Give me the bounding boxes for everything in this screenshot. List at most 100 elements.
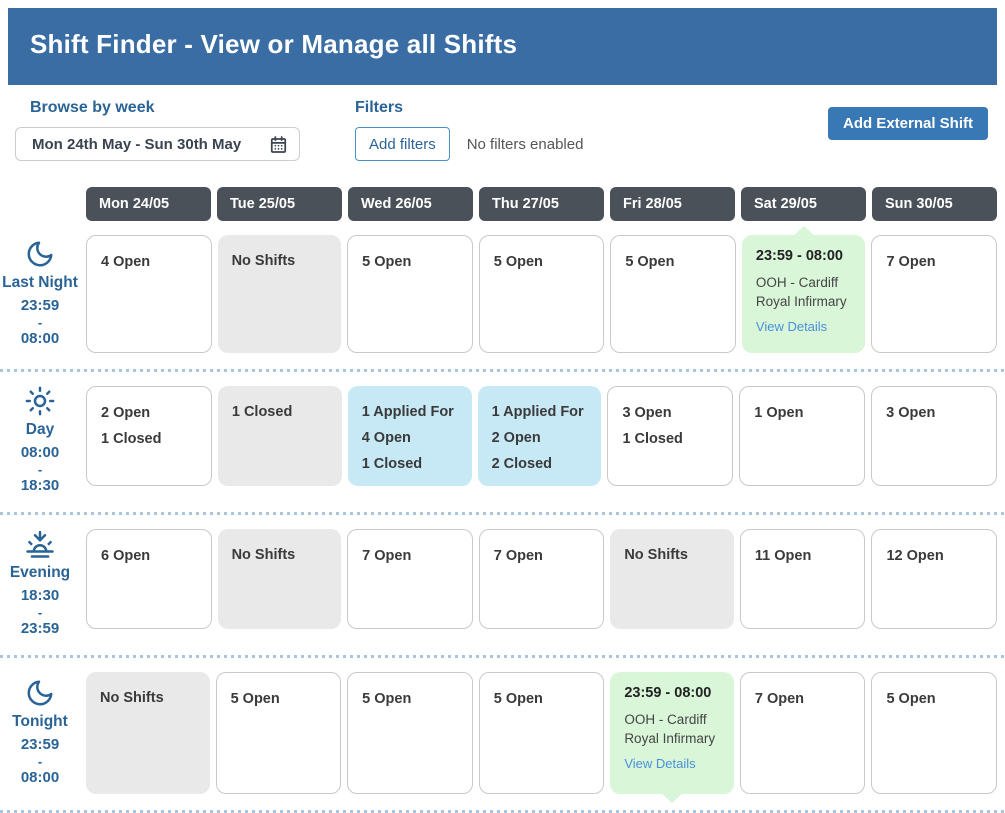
shift-count-line: 12 Open <box>886 548 944 564</box>
shift-cell-open[interactable]: 1 Open <box>739 386 866 486</box>
row-divider <box>0 369 1005 372</box>
row-time-separator: - <box>37 315 43 330</box>
shift-row-day: Day 08:00-18:30 2 Open 1 Closed 1 Closed 1 Ap… <box>0 386 1005 496</box>
shift-count-line: 1 Closed <box>361 456 423 472</box>
row-time-separator: - <box>37 462 43 477</box>
day-header-thu-27-05: Thu 27/05 <box>479 187 604 221</box>
add-external-shift-button[interactable]: Add External Shift <box>827 107 988 140</box>
row-end-time: 18:30 <box>20 477 60 494</box>
moon-icon <box>27 241 53 267</box>
shift-cell-open[interactable]: 7 Open <box>347 529 473 629</box>
shift-location: OOH - Cardiff Royal Infirmary <box>755 275 847 309</box>
row-start-time: 08:00 <box>20 444 60 461</box>
calendar-icon[interactable] <box>269 135 288 154</box>
row-end-time: 23:59 <box>20 620 60 637</box>
week-picker-input[interactable]: Mon 24th May - Sun 30th May <box>15 127 300 161</box>
shift-count-line: 3 Open <box>886 405 936 421</box>
row-time-separator: - <box>37 754 43 769</box>
shift-cell-open[interactable]: 5 Open <box>347 235 473 353</box>
page-title: Shift Finder - View or Manage all Shifts <box>30 29 518 59</box>
shift-count-line: 7 Open <box>362 548 412 564</box>
shift-cell-open[interactable]: 5 Open <box>610 235 736 353</box>
shift-location: OOH - Cardiff Royal Infirmary <box>624 712 716 746</box>
row-start-time: 18:30 <box>20 587 60 604</box>
toolbar: Browse by week Mon 24th May - Sun 30th M… <box>0 85 1005 173</box>
shift-count-line: 11 Open <box>754 548 812 564</box>
row-title: Day <box>25 421 55 438</box>
shift-cell-open[interactable]: 7 Open <box>739 672 866 794</box>
add-filters-button[interactable]: Add filters <box>355 127 450 161</box>
shift-finder-page: Shift Finder - View or Manage all Shifts… <box>0 8 1005 813</box>
shift-count-line: 2 Closed <box>491 456 553 472</box>
browse-by-week-label: Browse by week <box>30 99 155 116</box>
sun-icon <box>25 386 55 416</box>
shift-cell-open[interactable]: 4 Open <box>86 235 212 353</box>
shift-row-last-night: Last Night 23:59-08:00 4 Open No Shifts 5 Op… <box>0 235 1005 353</box>
shift-count-line: 7 Open <box>886 254 936 270</box>
day-header-spacer <box>0 187 80 221</box>
shift-cell-none: No Shifts <box>217 235 342 353</box>
shift-count-line: 7 Open <box>493 548 543 564</box>
view-details-link[interactable]: View Details <box>624 756 696 771</box>
shift-count-line: 5 Open <box>230 691 280 707</box>
row-divider <box>0 655 1005 658</box>
view-details-link[interactable]: View Details <box>755 319 828 334</box>
shift-count-line: 1 Applied For <box>361 404 454 420</box>
filters-row: Add filters No filters enabled <box>355 127 583 161</box>
row-label-day: Day 08:00-18:30 <box>0 386 80 496</box>
shift-count-line: 1 Closed <box>101 431 162 447</box>
shift-cell-none: No Shifts <box>217 529 342 629</box>
shift-cell-open[interactable]: 5 Open <box>478 672 605 794</box>
shift-cell-open[interactable]: 5 Open <box>871 672 998 794</box>
week-picker-value: Mon 24th May - Sun 30th May <box>32 135 242 153</box>
shift-cell-open[interactable]: 12 Open <box>871 529 998 629</box>
shift-count-line: 5 Open <box>493 254 543 270</box>
shift-cell-applied[interactable]: 1 Applied For 2 Open 2 Closed <box>477 386 602 486</box>
day-header-fri-28-05: Fri 28/05 <box>610 187 735 221</box>
shift-cell-detail[interactable]: 23:59 - 08:00 OOH - Cardiff Royal Infirma… <box>741 235 866 353</box>
shift-grid: Mon 24/05 Tue 25/05 Wed 26/05 Thu 27/05 Fri … <box>0 187 1005 813</box>
shift-cell-detail[interactable]: 23:59 - 08:00 OOH - Cardiff Royal Infirma… <box>610 672 734 794</box>
page-header: Shift Finder - View or Manage all Shifts <box>8 8 997 85</box>
day-header-wed-26-05: Wed 26/05 <box>348 187 473 221</box>
shift-count-line: 1 Closed <box>622 431 683 447</box>
day-header-mon-24-05: Mon 24/05 <box>86 187 211 221</box>
shift-count-line: 5 Open <box>362 691 412 707</box>
shift-time-range: 23:59 - 08:00 <box>624 685 712 701</box>
shift-count-line: 6 Open <box>101 548 151 564</box>
shift-cell-open[interactable]: 5 Open <box>347 672 473 794</box>
row-label-tonight: Tonight 23:59-08:00 <box>0 672 80 794</box>
shift-cell-open[interactable]: 5 Open <box>215 672 342 794</box>
row-start-time: 23:59 <box>20 736 60 753</box>
shift-time-range: 23:59 - 08:00 <box>755 248 843 264</box>
shift-count-line: 5 Open <box>362 254 412 270</box>
day-header-sun-30-05: Sun 30/05 <box>872 187 997 221</box>
shift-cell-none: 1 Closed <box>217 386 342 486</box>
day-header-tue-25-05: Tue 25/05 <box>217 187 342 221</box>
shift-count-line: 1 Closed <box>231 404 293 420</box>
browse-by-week-group: Browse by week Mon 24th May - Sun 30th M… <box>15 99 350 161</box>
shift-cell-open[interactable]: 3 Open 1 Closed <box>607 386 734 486</box>
shift-count-line: 7 Open <box>754 691 805 707</box>
shift-cell-open[interactable]: 5 Open <box>478 235 605 353</box>
shift-cell-open[interactable]: 2 Open 1 Closed <box>86 386 212 486</box>
row-end-time: 08:00 <box>20 769 60 786</box>
shift-count-line: 4 Open <box>361 430 411 446</box>
shift-cell-none: No Shifts <box>610 529 734 629</box>
shift-count-line: No Shifts <box>231 253 296 269</box>
shift-cell-applied[interactable]: 1 Applied For 4 Open 1 Closed <box>347 386 472 486</box>
shift-cell-open[interactable]: 11 Open <box>739 529 866 629</box>
row-title: Tonight <box>12 713 68 730</box>
shift-cell-open[interactable]: 3 Open <box>871 386 998 486</box>
day-header-row: Mon 24/05 Tue 25/05 Wed 26/05 Thu 27/05 Fri … <box>0 187 1005 221</box>
filters-group: Filters Add filters No filters enabled <box>355 99 583 161</box>
shift-count-line: 3 Open <box>622 405 672 421</box>
shift-row-tonight: Tonight 23:59-08:00 No Shifts 5 Open 5 Open 5… <box>0 672 1005 794</box>
day-header-sat-29-05: Sat 29/05 <box>741 187 866 221</box>
shift-cell-open[interactable]: 7 Open <box>478 529 605 629</box>
shift-cell-open[interactable]: 6 Open <box>86 529 212 629</box>
shift-cell-open[interactable]: 7 Open <box>871 235 998 353</box>
shift-count-line: 2 Open <box>101 405 151 421</box>
shift-count-line: No Shifts <box>231 547 296 563</box>
shift-count-line: No Shifts <box>624 547 688 563</box>
